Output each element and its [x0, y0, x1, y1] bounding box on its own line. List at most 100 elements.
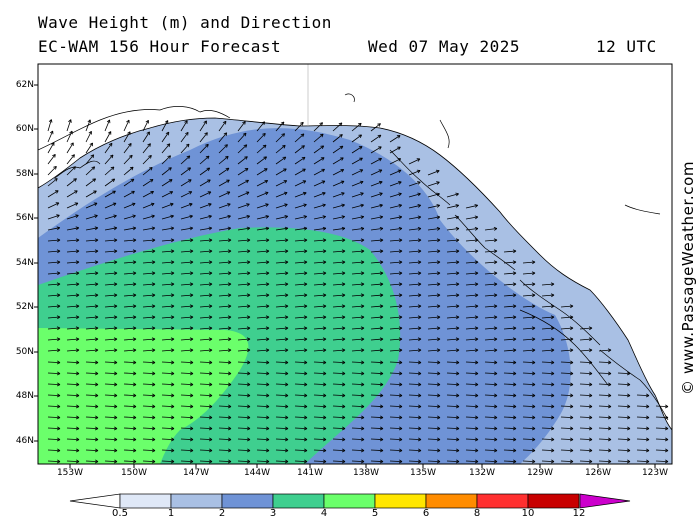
wave-arrow	[104, 178, 115, 187]
wave-arrow	[180, 383, 194, 385]
wave-arrow	[332, 460, 346, 462]
wave-arrow	[370, 383, 384, 385]
wave-arrow-head	[341, 271, 346, 274]
wave-arrow-head	[589, 459, 593, 462]
wave-arrow	[275, 427, 289, 429]
wave-arrow-head	[551, 437, 555, 440]
wave-arrow	[427, 405, 441, 407]
wave-arrow	[256, 361, 270, 363]
lat-label: 58N	[15, 169, 34, 179]
wave-arrow	[218, 405, 232, 407]
wave-arrow-head	[151, 304, 156, 307]
wave-arrow-head	[94, 384, 99, 387]
wave-arrow-head	[263, 156, 267, 158]
wave-arrow-head	[589, 360, 593, 363]
wave-arrow-head	[284, 192, 288, 196]
wave-arrow	[389, 338, 403, 341]
lon-label: 147W	[182, 468, 210, 478]
wave-arrow-head	[170, 373, 175, 376]
wave-arrow-head	[645, 395, 650, 398]
colorbar-swatch	[476, 493, 529, 509]
wave-arrow	[294, 427, 308, 429]
wave-arrow	[294, 438, 308, 440]
wave-arrow-head	[494, 316, 498, 320]
wave-arrow-head	[282, 144, 286, 147]
wave-arrow-head	[322, 428, 327, 431]
wave-arrow-head	[455, 215, 459, 218]
wave-arrow-head	[108, 142, 113, 145]
wave-arrow-head	[190, 227, 194, 231]
wave-arrow	[313, 204, 326, 209]
wave-arrow	[465, 294, 479, 297]
wave-arrow	[142, 120, 149, 132]
wave-arrow-head	[209, 327, 213, 331]
wave-arrow-head	[436, 337, 441, 340]
wave-arrow	[123, 405, 137, 407]
wave-arrow	[408, 316, 422, 319]
wave-arrow	[237, 427, 251, 429]
wave-arrow	[503, 305, 517, 308]
wave-arrow	[332, 305, 346, 308]
wave-arrow-head	[303, 395, 308, 398]
wave-arrow	[275, 272, 289, 275]
wave-arrow-head	[319, 122, 323, 124]
wave-arrow	[427, 272, 441, 275]
wave-arrow-head	[436, 395, 441, 398]
wave-arrow-head	[75, 260, 80, 263]
wave-arrow	[294, 405, 308, 407]
wave-arrow	[370, 349, 384, 352]
wave-arrow	[180, 261, 194, 264]
wave-arrow-head	[626, 450, 631, 453]
wave-arrow-head	[380, 404, 384, 407]
wave-arrow	[351, 192, 364, 198]
wave-arrow-head	[513, 426, 517, 429]
wave-arrow-head	[341, 450, 346, 453]
wave-arrow-head	[570, 415, 574, 418]
wave-arrow-head	[360, 157, 363, 162]
wave-arrow-head	[113, 428, 118, 431]
wave-arrow	[66, 349, 80, 352]
wave-arrow-head	[152, 371, 156, 374]
wave-arrow-head	[437, 371, 441, 374]
wave-arrow	[446, 305, 460, 308]
wave-arrow-head	[304, 327, 308, 331]
wave-arrow-head	[531, 450, 536, 453]
wave-arrow-head	[152, 393, 156, 396]
wave-arrow-head	[550, 326, 555, 329]
wave-arrow	[104, 349, 118, 352]
wave-arrow-head	[627, 371, 631, 374]
wave-arrow-head	[341, 238, 346, 241]
wave-arrow-head	[285, 227, 289, 231]
wave-arrow-head	[209, 283, 213, 287]
wave-arrow-head	[436, 226, 441, 229]
wave-arrow	[351, 122, 362, 132]
wave-arrow-head	[341, 157, 344, 161]
wave-arrow-head	[550, 348, 555, 351]
wave-arrow-head	[417, 315, 422, 318]
wave-arrow	[332, 145, 344, 154]
wave-arrow-head	[418, 459, 422, 462]
wave-arrow-head	[206, 132, 208, 136]
wave-arrow-head	[151, 226, 155, 229]
wave-arrow	[237, 144, 248, 154]
wave-arrow	[85, 261, 99, 264]
wave-arrow	[617, 383, 631, 385]
wave-arrow-head	[342, 327, 346, 331]
wave-arrow	[275, 204, 288, 209]
wave-arrow-head	[284, 461, 289, 464]
wave-arrow-head	[261, 121, 265, 124]
wave-arrow-head	[265, 362, 270, 365]
wave-arrow	[294, 156, 306, 165]
wave-arrow-head	[208, 260, 213, 263]
wave-arrow-head	[227, 293, 232, 296]
wave-arrow-head	[247, 437, 251, 440]
wave-arrow	[199, 227, 212, 231]
wave-arrow-head	[94, 260, 99, 263]
wave-arrow-head	[664, 406, 669, 409]
wave-arrow-head	[114, 294, 118, 298]
wave-arrow-head	[399, 272, 403, 276]
wave-arrow-head	[285, 437, 289, 440]
wave-arrow-head	[380, 338, 384, 342]
wave-arrow-head	[247, 215, 250, 219]
wave-arrow-head	[94, 337, 99, 340]
